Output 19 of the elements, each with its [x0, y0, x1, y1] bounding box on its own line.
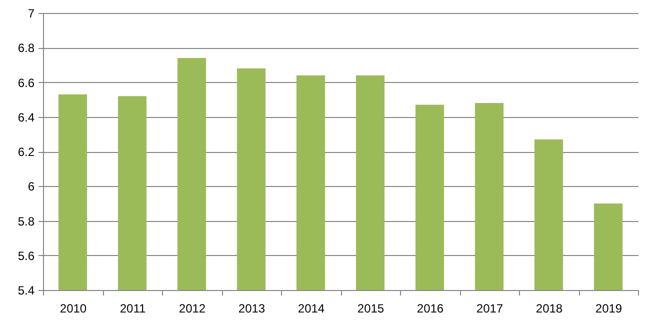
x-tick-label: 2018 [536, 302, 563, 316]
y-tick-label: 6.2 [18, 145, 35, 159]
x-tick-label: 2017 [476, 302, 504, 316]
x-tick-label: 2011 [120, 302, 146, 316]
y-tick-label: 6.8 [18, 41, 35, 56]
x-tick-label: 2019 [595, 302, 622, 316]
y-tick-label: 5.4 [18, 284, 35, 298]
y-tick-label: 7 [28, 6, 35, 20]
y-tick-label: 5.8 [18, 214, 35, 228]
x-tick-label: 2015 [357, 302, 384, 316]
x-tick-label: 2012 [178, 302, 206, 316]
x-tick-label: 2014 [298, 302, 325, 316]
y-tick-label: 5.6 [18, 248, 35, 263]
y-tick-label: 6 [28, 180, 35, 194]
y-tick-label: 6.4 [18, 110, 35, 124]
y-tick-label: 6.6 [18, 76, 35, 90]
x-tick-label: 2016 [416, 302, 444, 316]
x-tick-label: 2010 [60, 302, 87, 316]
x-tick-label: 2013 [238, 302, 266, 316]
